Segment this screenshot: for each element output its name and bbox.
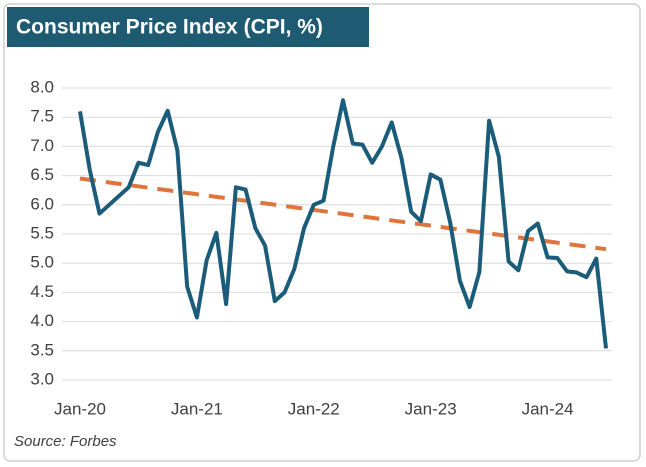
y-tick-label: 7.0 <box>30 136 54 155</box>
source: Source: Forbes <box>14 433 117 450</box>
y-tick-label: 7.5 <box>30 107 54 126</box>
y-tick-label: 3.0 <box>30 369 54 388</box>
x-tick-label: Jan-22 <box>288 399 340 418</box>
x-tick-label: Jan-23 <box>405 399 457 418</box>
y-tick-label: 5.0 <box>30 253 54 272</box>
y-tick-label: 6.0 <box>30 194 54 213</box>
x-tick-label: Jan-24 <box>522 399 574 418</box>
chart-title: Consumer Price Index (CPI, %) <box>16 16 323 39</box>
title-box <box>7 7 369 47</box>
x-tick-label: Jan-21 <box>171 399 223 418</box>
y-tick-label: 6.5 <box>30 165 54 184</box>
y-tick-label: 4.0 <box>30 311 54 330</box>
y-tick-label: 8.0 <box>30 77 54 96</box>
frame <box>3 3 641 462</box>
y-tick-label: 3.5 <box>30 340 54 359</box>
x-tick-label: Jan-20 <box>54 399 106 418</box>
data-line <box>78 98 608 349</box>
trend-line <box>79 176 607 252</box>
y-tick-label: 4.5 <box>30 282 54 301</box>
y-tick-label: 5.5 <box>30 223 54 242</box>
